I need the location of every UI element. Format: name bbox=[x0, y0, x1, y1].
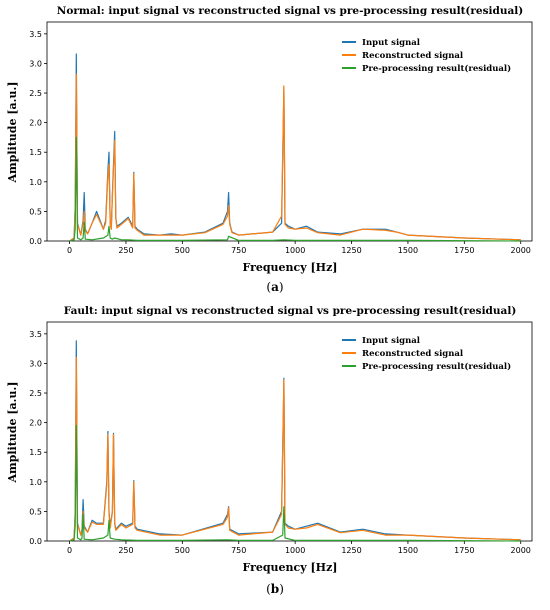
caption-letter: b bbox=[271, 582, 279, 596]
x-axis-label: Frequency [Hz] bbox=[242, 261, 337, 274]
chart-fault: Fault: input signal vs reconstructed sig… bbox=[6, 305, 533, 596]
x-tick-label: 2000 bbox=[511, 246, 531, 255]
x-tick-label: 1000 bbox=[285, 246, 305, 255]
plot-frame bbox=[46, 21, 533, 242]
y-tick-label: 1.5 bbox=[29, 148, 42, 157]
y-tick-label: 2.0 bbox=[29, 119, 42, 128]
series-line-residual bbox=[69, 136, 521, 242]
x-axis-label: Frequency [Hz] bbox=[242, 561, 337, 574]
y-tick-label: 0.0 bbox=[29, 237, 42, 246]
x-tick-label: 0 bbox=[67, 546, 72, 555]
x-axis-ticks: 0 250 500 750 1000 1250 1500 1750 2000 bbox=[67, 541, 531, 555]
legend-label-reconstructed: Reconstructed signal bbox=[362, 51, 464, 61]
x-tick-label: 500 bbox=[175, 246, 190, 255]
y-tick-label: 3.5 bbox=[29, 30, 42, 39]
x-tick-label: 1250 bbox=[341, 546, 361, 555]
y-tick-label: 3.5 bbox=[29, 330, 42, 339]
x-tick-label: 1750 bbox=[454, 246, 474, 255]
legend: Input signal Reconstructed signal Pre-pr… bbox=[342, 336, 511, 372]
caption: (b) bbox=[266, 582, 284, 596]
caption-letter: a bbox=[271, 280, 279, 294]
series-line-input bbox=[69, 53, 521, 242]
plot-lines bbox=[69, 340, 521, 542]
plot-lines bbox=[69, 53, 521, 242]
x-tick-label: 250 bbox=[118, 546, 133, 555]
x-tick-label: 1000 bbox=[285, 546, 305, 555]
legend: Input signal Reconstructed signal Pre-pr… bbox=[342, 38, 511, 74]
y-axis-label: Amplitude [a.u.] bbox=[6, 381, 19, 483]
x-tick-label: 1500 bbox=[398, 246, 418, 255]
x-axis-ticks: 0 250 500 750 1000 1250 1500 1750 2000 bbox=[67, 241, 531, 255]
legend-label-residual: Pre-processing result(residual) bbox=[362, 63, 511, 74]
y-tick-label: 0.0 bbox=[29, 537, 42, 546]
x-tick-label: 1750 bbox=[454, 546, 474, 555]
y-tick-label: 1.0 bbox=[29, 178, 42, 187]
chart-title: Normal: input signal vs reconstructed si… bbox=[57, 5, 523, 17]
series-line-residual bbox=[69, 425, 521, 542]
y-tick-label: 0.5 bbox=[29, 507, 42, 516]
plot-frame bbox=[46, 321, 533, 542]
x-tick-label: 1250 bbox=[341, 246, 361, 255]
x-tick-label: 250 bbox=[118, 246, 133, 255]
chart-normal: Normal: input signal vs reconstructed si… bbox=[6, 5, 533, 294]
y-tick-label: 2.5 bbox=[29, 389, 42, 398]
x-tick-label: 500 bbox=[175, 546, 190, 555]
chart-title: Fault: input signal vs reconstructed sig… bbox=[64, 305, 517, 317]
x-tick-label: 750 bbox=[231, 546, 246, 555]
y-tick-label: 1.0 bbox=[29, 478, 42, 487]
y-tick-label: 2.0 bbox=[29, 419, 42, 428]
x-tick-label: 750 bbox=[231, 246, 246, 255]
legend-label-input: Input signal bbox=[362, 336, 421, 346]
x-tick-label: 0 bbox=[67, 246, 72, 255]
x-tick-label: 1500 bbox=[398, 546, 418, 555]
y-tick-label: 2.5 bbox=[29, 89, 42, 98]
y-tick-label: 3.0 bbox=[29, 359, 42, 368]
y-axis-ticks: 0.0 0.5 1.0 1.5 2.0 2.5 3.0 3.5 bbox=[29, 330, 47, 546]
y-axis-ticks: 0.0 0.5 1.0 1.5 2.0 2.5 3.0 3.5 bbox=[29, 30, 47, 246]
y-tick-label: 1.5 bbox=[29, 448, 42, 457]
series-line-reconstructed bbox=[69, 73, 521, 242]
legend-label-reconstructed: Reconstructed signal bbox=[362, 349, 464, 359]
legend-label-input: Input signal bbox=[362, 38, 421, 48]
y-axis-label: Amplitude [a.u.] bbox=[6, 81, 19, 183]
x-tick-label: 2000 bbox=[511, 546, 531, 555]
y-tick-label: 0.5 bbox=[29, 207, 42, 216]
caption: (a) bbox=[266, 280, 283, 294]
series-line-reconstructed bbox=[69, 356, 521, 542]
legend-label-residual: Pre-processing result(residual) bbox=[362, 361, 511, 372]
y-tick-label: 3.0 bbox=[29, 59, 42, 68]
